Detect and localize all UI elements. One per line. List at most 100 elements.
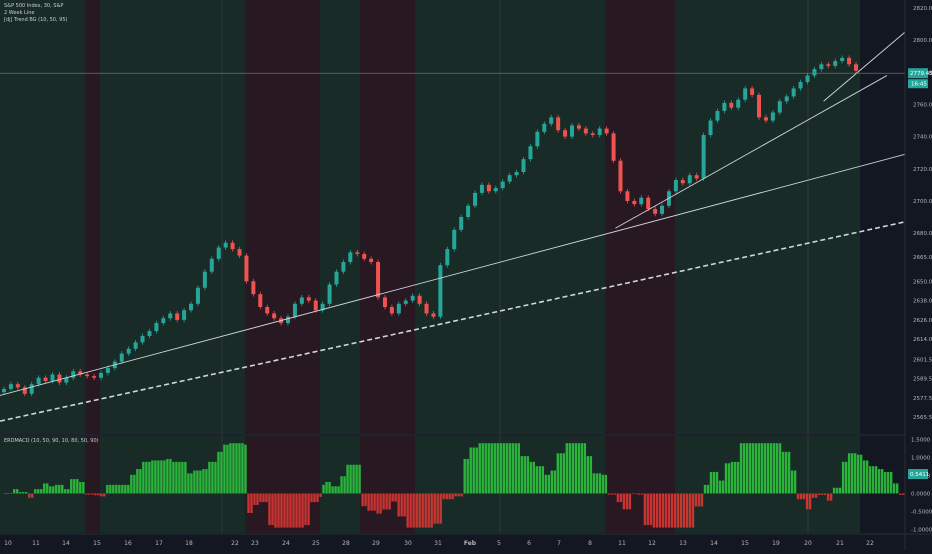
osc-bar — [286, 493, 289, 528]
trendline[interactable] — [0, 153, 906, 396]
candle-body — [611, 133, 616, 161]
candle-body — [272, 313, 277, 319]
trendline[interactable] — [0, 221, 906, 422]
osc-bar — [391, 493, 394, 502]
osc-bar — [556, 453, 560, 494]
osc-bar — [715, 471, 719, 494]
trend-band-main — [675, 0, 860, 434]
osc-value-tag[interactable] — [908, 469, 928, 480]
candle-body — [410, 295, 415, 301]
legend-symbol[interactable]: S&P 500 Index, 30, S&P — [4, 3, 64, 9]
osc-bar — [673, 493, 677, 528]
osc-bar — [880, 469, 884, 494]
osc-bar — [394, 493, 397, 502]
candle-body — [805, 75, 810, 82]
candle-body — [105, 368, 110, 373]
osc-bar — [250, 493, 253, 514]
osc-bar — [871, 466, 875, 494]
osc-bar — [235, 443, 238, 494]
candle-body — [78, 371, 83, 375]
osc-bar — [214, 461, 217, 494]
osc-bar — [766, 443, 770, 494]
legend-line-1[interactable]: 2 Week Line — [4, 10, 35, 16]
osc-bar — [691, 493, 695, 528]
osc-bar — [646, 493, 650, 526]
candle-body — [43, 377, 48, 381]
candle-body — [819, 64, 824, 70]
osc-bar — [640, 493, 644, 495]
trend-band-osc — [360, 436, 415, 533]
candle-body — [604, 128, 609, 134]
osc-bar — [847, 453, 851, 494]
osc-bar — [28, 493, 31, 498]
osc-bar — [418, 493, 421, 528]
candle-body — [618, 160, 623, 192]
x-tick-label: 7 — [557, 540, 561, 547]
osc-bar — [574, 443, 578, 494]
osc-bar — [127, 484, 130, 494]
osc-bar — [133, 474, 136, 494]
osc-bar — [334, 486, 337, 494]
candle-body — [757, 94, 762, 118]
oscillator-legend[interactable]: ERDMACD (10, 50, 90, 10, 80, 50, 90) — [4, 438, 99, 444]
x-tick-label: 29 — [372, 540, 380, 547]
osc-bar — [271, 493, 274, 526]
candle-body — [826, 64, 831, 66]
osc-bar — [73, 479, 76, 494]
candle-body — [15, 384, 20, 388]
legend-line-2[interactable]: [dj] Trend BG (10, 50, 95) — [4, 17, 68, 23]
osc-bar — [490, 443, 493, 494]
osc-bar — [85, 493, 88, 495]
osc-bar — [439, 493, 442, 524]
x-tick-label: 25 — [312, 540, 320, 547]
y-tick-label: 2680.00 — [913, 231, 932, 237]
osc-bar — [82, 481, 85, 494]
osc-bar — [823, 493, 827, 495]
osc-bar — [742, 443, 746, 494]
candle-body — [791, 88, 796, 97]
osc-bar — [373, 493, 376, 511]
candle-body — [590, 133, 595, 136]
y-tick-label: 2740.00 — [913, 135, 932, 141]
osc-bar — [247, 493, 250, 514]
osc-bar — [544, 474, 548, 494]
osc-bar — [46, 483, 49, 494]
osc-bar — [487, 443, 490, 494]
osc-bar — [259, 493, 262, 503]
candle-body — [57, 374, 62, 383]
osc-bar — [67, 489, 70, 494]
osc-bar — [631, 493, 635, 495]
trend-band-main — [360, 0, 415, 434]
osc-bar — [349, 464, 352, 494]
osc-bar — [670, 493, 674, 528]
candle-body — [486, 184, 491, 192]
osc-bar — [793, 470, 797, 494]
osc-bar — [382, 493, 385, 510]
osc-bar — [211, 461, 214, 494]
candle-body — [341, 262, 346, 272]
osc-bar — [55, 484, 58, 494]
candle-body — [92, 376, 97, 378]
candle-body — [653, 208, 658, 214]
candle-body — [639, 197, 644, 205]
osc-bar — [475, 447, 478, 494]
candle-body — [369, 258, 374, 263]
osc-bar — [112, 484, 115, 494]
last-price-tag[interactable] — [908, 68, 928, 79]
y-tick-label: 2601.50 — [913, 357, 932, 363]
trendline[interactable] — [823, 31, 906, 102]
osc-bar — [820, 493, 824, 495]
candle-body — [182, 310, 187, 320]
trendline[interactable] — [615, 75, 888, 229]
osc-bar — [634, 493, 638, 495]
osc-bar — [469, 447, 472, 494]
osc-bar — [403, 493, 406, 517]
candle-body — [98, 372, 103, 378]
y-tick-label: 2650.00 — [913, 279, 932, 285]
candle-body — [140, 335, 145, 343]
osc-bar — [658, 493, 662, 528]
osc-bar — [685, 493, 689, 528]
osc-bar — [499, 443, 502, 494]
osc-bar — [337, 486, 340, 494]
osc-bar — [889, 471, 893, 494]
